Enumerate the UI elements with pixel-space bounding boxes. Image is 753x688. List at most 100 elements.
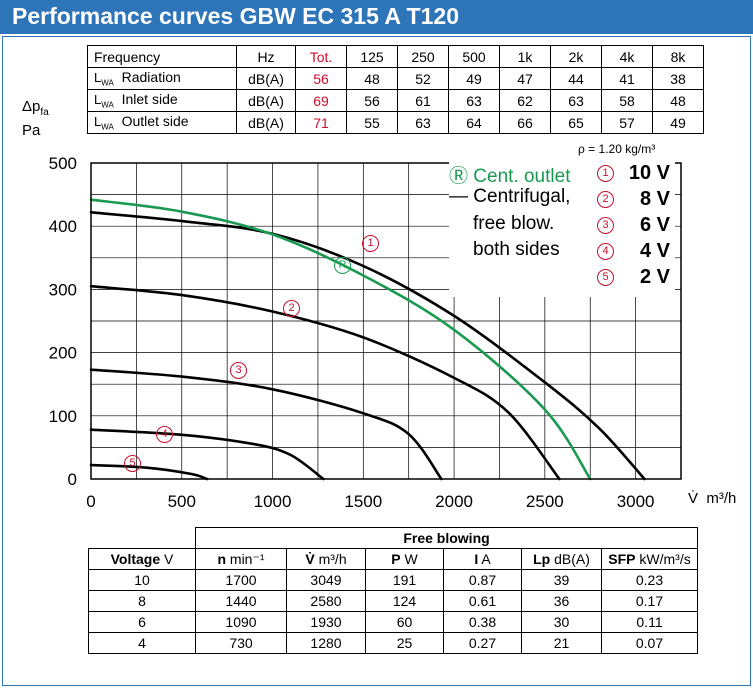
freq-cell: 49 <box>652 111 704 134</box>
x-tick-label: 500 <box>168 492 196 511</box>
fb-cell: 2580 <box>286 590 366 612</box>
fb-cell: 0.17 <box>601 590 698 612</box>
plot-frame <box>90 162 682 480</box>
fb-cell: 730 <box>195 632 287 654</box>
fb-cell: 60 <box>365 611 444 633</box>
curve-4 <box>89 428 325 481</box>
freq-header-8k: 8k <box>652 45 704 68</box>
legend-voltage-1: 1 10 V <box>597 162 670 186</box>
free-blowing-table: Free blowing Voltage V n min⁻¹ V̇ m³/h P… <box>88 527 698 654</box>
header-bar: Performance curves GBW EC 315 A T120 <box>0 0 753 34</box>
freq-row-outlet: LWA Outlet side dB(A) 71 55 63 64 66 65 … <box>87 111 704 134</box>
fb-cell: 25 <box>365 632 444 654</box>
freq-cell: 71 <box>295 111 347 134</box>
fb-cell: 1090 <box>195 611 287 633</box>
x-axis-unit: V̇ m³/h <box>688 490 737 507</box>
curve-label-outlet: R <box>334 257 351 275</box>
fb-cell: 8 <box>88 590 196 612</box>
freq-cell: 56 <box>346 89 398 112</box>
x-tick-label: 0 <box>86 492 95 511</box>
fb-cell: 0.38 <box>443 611 522 633</box>
freq-header-frequency: Frequency <box>87 45 237 68</box>
chart-curves <box>89 198 646 481</box>
y-axis-label: Δpfa Pa <box>22 98 49 139</box>
freq-cell: 57 <box>601 111 653 134</box>
lwa-symbol: LWA <box>94 70 114 88</box>
legend-outlet: Ⓡ Cent. outlet <box>449 166 571 187</box>
legend-centrifugal: — Centrifugal, <box>449 186 571 207</box>
freq-cell: 65 <box>550 111 602 134</box>
freq-header-1k: 1k <box>499 45 551 68</box>
y-tick-label: 400 <box>49 217 77 236</box>
fb-cell: 1700 <box>195 569 287 591</box>
y-tick-label: 500 <box>49 154 77 173</box>
freq-row-inlet: LWA Inlet side dB(A) 69 56 61 63 62 63 5… <box>87 89 704 112</box>
fb-cell: 191 <box>365 569 444 591</box>
freq-row-label: LWA Radiation <box>87 67 237 90</box>
freq-header-row: Frequency Hz Tot. 125 250 500 1k 2k 4k 8… <box>87 45 704 68</box>
fb-cell: 1440 <box>195 590 287 612</box>
freq-cell: 63 <box>550 89 602 112</box>
content-frame <box>2 36 751 686</box>
legend-both-sides: both sides <box>473 239 560 260</box>
fb-cell: 0.11 <box>601 611 698 633</box>
fb-cell: 3049 <box>286 569 366 591</box>
x-tick-label: 1500 <box>344 492 382 511</box>
fb-header-row: Voltage V n min⁻¹ V̇ m³/h P W I A Lp dB(… <box>88 548 698 570</box>
fb-cell: 124 <box>365 590 444 612</box>
curve-label-1: 1 <box>362 235 379 253</box>
freq-row-label: LWA Outlet side <box>87 111 237 134</box>
chart-legend: Ⓡ Cent. outlet — Centrifugal, free blow.… <box>449 161 675 297</box>
freq-cell: 63 <box>448 89 500 112</box>
curve-label-5: 5 <box>124 455 141 473</box>
curve-R <box>89 198 592 481</box>
x-tick-label: 1000 <box>254 492 292 511</box>
fb-header-lp: Lp dB(A) <box>521 548 602 570</box>
fb-header-voltage: Voltage V <box>88 548 196 570</box>
curve-label-4: 4 <box>156 426 173 444</box>
x-tick-label: 3000 <box>617 492 655 511</box>
fb-cell: 10 <box>88 569 196 591</box>
lwa-symbol: LWA <box>94 92 114 110</box>
freq-cell: 52 <box>397 67 449 90</box>
fb-cell: 6 <box>88 611 196 633</box>
page-title: Performance curves GBW EC 315 A T120 <box>12 3 459 29</box>
fb-header-n: n min⁻¹ <box>195 548 287 570</box>
y-tick-label: 100 <box>49 407 77 426</box>
fb-header-v: V̇ m³/h <box>286 548 366 570</box>
fb-blank-cell <box>88 527 196 549</box>
freq-header-500: 500 <box>448 45 500 68</box>
fb-cell: 0.87 <box>443 569 522 591</box>
y-tick-label: 0 <box>68 470 77 489</box>
legend-free-blow: free blow. <box>473 213 555 234</box>
curve-label-2: 2 <box>283 300 300 318</box>
x-tick-label: 2000 <box>435 492 473 511</box>
fb-title-row: Free blowing <box>88 527 698 549</box>
fb-cell: 0.23 <box>601 569 698 591</box>
frequency-table: Frequency Hz Tot. 125 250 500 1k 2k 4k 8… <box>87 45 704 134</box>
fb-cell: 39 <box>521 569 602 591</box>
fb-cell: 36 <box>521 590 602 612</box>
curve-3 <box>89 368 443 481</box>
fb-cell: 0.27 <box>443 632 522 654</box>
y-tick-label: 200 <box>49 344 77 363</box>
curve-label-3: 3 <box>230 362 247 380</box>
fb-cell: 1930 <box>286 611 366 633</box>
fb-cell: 30 <box>521 611 602 633</box>
chart-tick-labels: 0 500 1000 1500 2000 2500 3000 0 100 200 300 400 500 <box>49 154 655 511</box>
fb-row: 4 730 1280 25 0.27 21 0.07 <box>88 632 698 654</box>
fb-cell: 0.61 <box>443 590 522 612</box>
freq-cell: 58 <box>601 89 653 112</box>
freq-cell: 49 <box>448 67 500 90</box>
fb-cell: 21 <box>521 632 602 654</box>
freq-cell: 48 <box>346 67 398 90</box>
fb-cell: 0.07 <box>601 632 698 654</box>
curve-1 <box>89 211 646 481</box>
x-tick-label: 2500 <box>526 492 564 511</box>
fb-row: 10 1700 3049 191 0.87 39 0.23 <box>88 569 698 591</box>
fb-cell: 4 <box>88 632 196 654</box>
fb-header-i: I A <box>443 548 522 570</box>
